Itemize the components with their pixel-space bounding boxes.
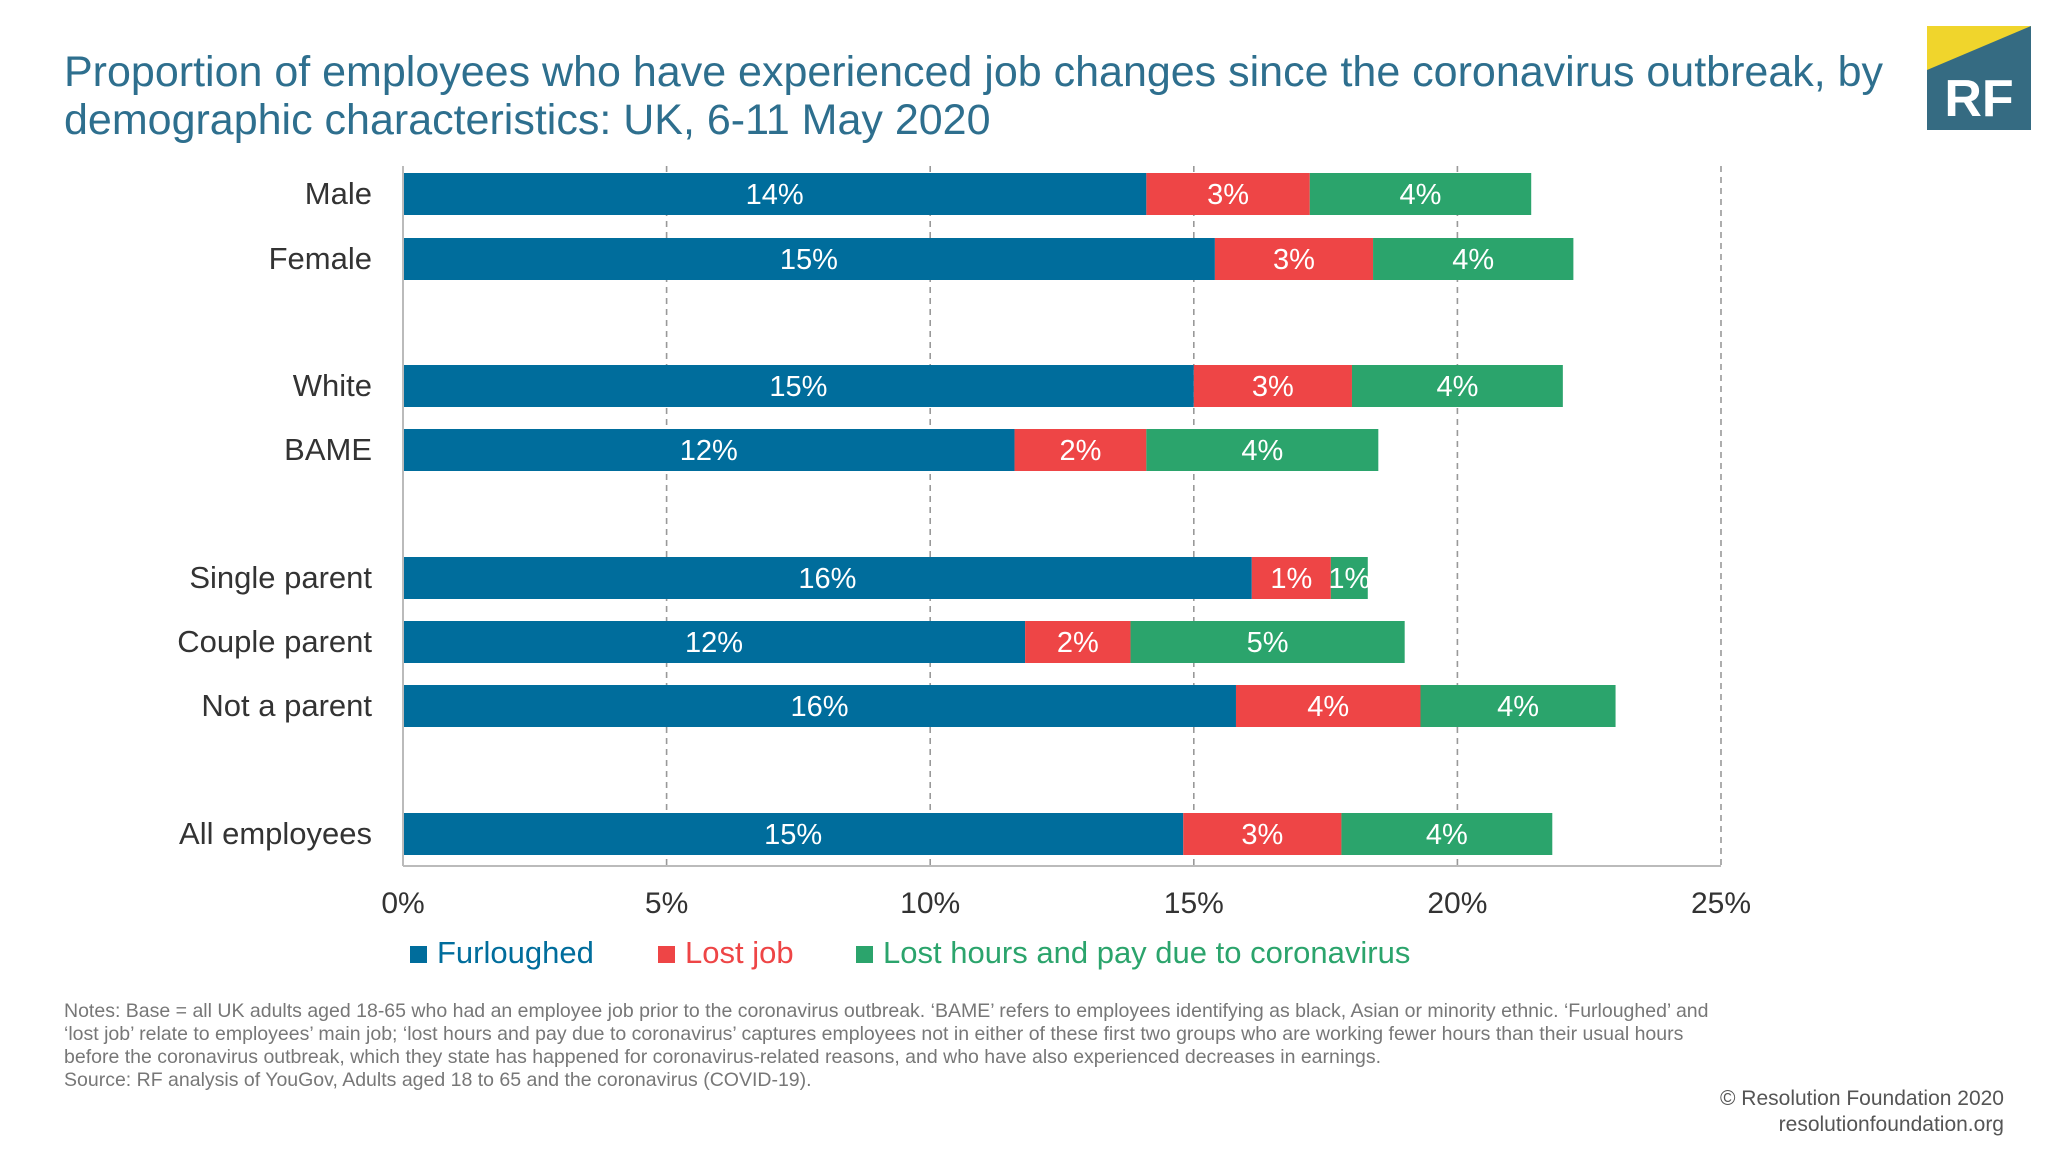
copyright-text: © Resolution Foundation 2020 [1719, 1087, 2004, 1110]
bar-segment [1183, 813, 1342, 855]
data-label: 4% [1426, 819, 1468, 851]
legend-label: Furloughed [437, 935, 594, 970]
category-label: Male [305, 176, 372, 211]
bar-segment [1146, 173, 1310, 215]
bar-segment [1193, 365, 1352, 407]
data-label: 16% [790, 691, 848, 723]
bar-segment [403, 685, 1236, 727]
bar-segment [1330, 557, 1368, 599]
data-label: 4% [1452, 244, 1494, 276]
svg-text:RF: RF [1944, 70, 2013, 128]
bar-segment [403, 429, 1015, 471]
data-label: 1% [1270, 563, 1312, 595]
bar-segment [403, 173, 1147, 215]
data-label: 2% [1057, 627, 1099, 659]
bar-segment [1351, 365, 1563, 407]
x-tick-label: 0% [381, 887, 424, 920]
legend-label: Lost job [685, 935, 794, 970]
category-label: Female [269, 241, 372, 276]
legend-swatch [856, 946, 873, 963]
data-label: 4% [1241, 435, 1283, 467]
data-label: 3% [1241, 819, 1283, 851]
data-label: 3% [1207, 179, 1249, 211]
data-label: 15% [764, 819, 822, 851]
bar-segment [1014, 429, 1147, 471]
data-label: 12% [685, 627, 743, 659]
data-label: 4% [1307, 691, 1349, 723]
data-label: 16% [798, 563, 856, 595]
category-label: Single parent [189, 560, 372, 595]
bar-segment [403, 813, 1184, 855]
bar-segment [1341, 813, 1553, 855]
chart-title: Proportion of employees who have experie… [64, 48, 1884, 144]
data-label: 12% [680, 435, 738, 467]
x-tick-label: 10% [900, 887, 960, 920]
bar-segment [1146, 429, 1379, 471]
legend-swatch [658, 946, 675, 963]
data-label: 15% [780, 244, 838, 276]
bar-segment [403, 238, 1215, 280]
notes-text: Notes: Base = all UK adults aged 18-65 w… [64, 1000, 1709, 1068]
bar-segment [1251, 557, 1331, 599]
x-tick-label: 25% [1691, 887, 1751, 920]
website-link[interactable]: resolutionfoundation.org [1778, 1113, 2004, 1136]
source-text: Source: RF analysis of YouGov, Adults ag… [64, 1069, 812, 1091]
data-label: 3% [1273, 244, 1315, 276]
data-label: 5% [1247, 627, 1289, 659]
data-label: 14% [746, 179, 804, 211]
legend-label: Lost hours and pay due to coronavirus [883, 935, 1410, 970]
bar-segment [1309, 173, 1532, 215]
x-tick-label: 20% [1427, 887, 1487, 920]
rf-logo: RF [1927, 26, 2031, 130]
stacked-bar-chart: 0% 5% 10% 15% 20% 25% Male 14% 3% 4% Female 15% 3% 4%… [177, 166, 1751, 970]
bar-segment [1130, 621, 1405, 663]
bar-segment [403, 621, 1026, 663]
notes: Notes: Base = all UK adults aged 18-65 w… [64, 1000, 1744, 1092]
data-label: 15% [769, 371, 827, 403]
bar-segment [1025, 621, 1131, 663]
data-label: 4% [1400, 179, 1442, 211]
x-tick-label: 5% [645, 887, 688, 920]
bar-segment [1420, 685, 1616, 727]
x-tick-label: 15% [1164, 887, 1224, 920]
bar-segment [1235, 685, 1421, 727]
bar-segment [1373, 238, 1574, 280]
category-label: All employees [179, 816, 372, 851]
legend-swatch [410, 946, 427, 963]
data-label: 4% [1497, 691, 1539, 723]
bar-segment [1214, 238, 1374, 280]
category-label: Couple parent [177, 624, 372, 659]
data-label: 2% [1059, 435, 1101, 467]
category-label: White [293, 368, 372, 403]
data-label: 3% [1252, 371, 1294, 403]
data-label: 4% [1436, 371, 1478, 403]
category-label: Not a parent [201, 688, 372, 723]
data-label: 1% [1328, 563, 1370, 595]
category-label: BAME [284, 432, 372, 467]
copyright-block: © Resolution Foundation 2020 resolutionf… [1720, 1086, 2004, 1138]
bar-segment [403, 365, 1194, 407]
bar-segment [403, 557, 1252, 599]
